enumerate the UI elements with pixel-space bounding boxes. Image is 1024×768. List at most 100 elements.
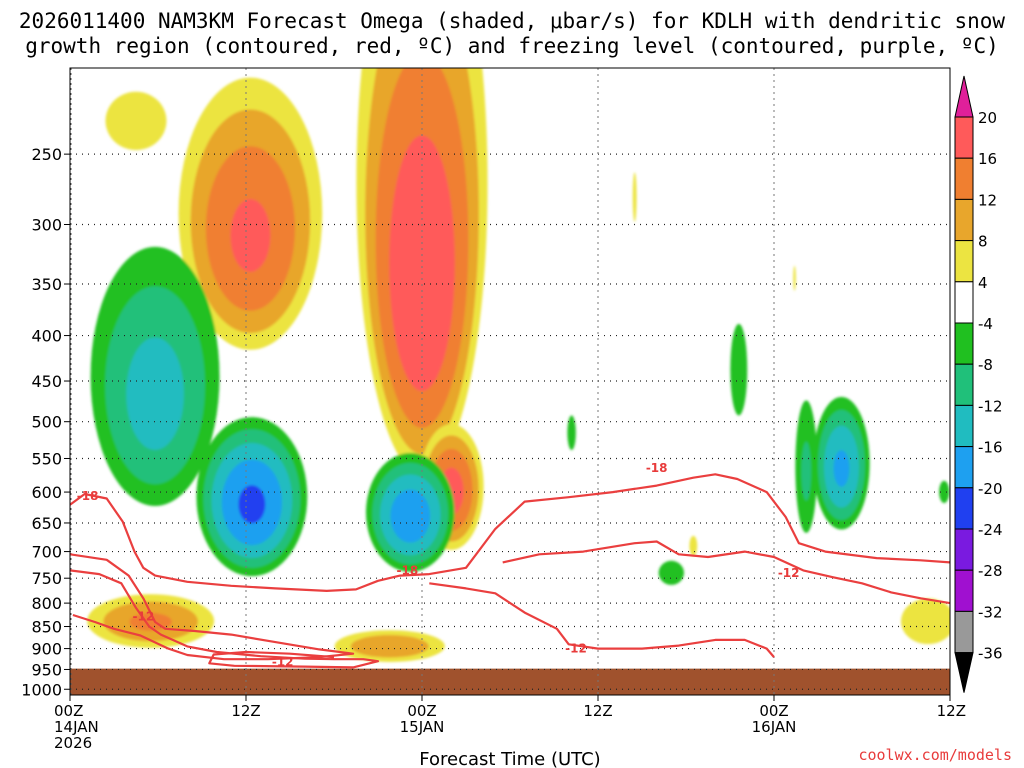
colorbar-label: -12 [978,397,1003,415]
omega-region-upper-sink-left [90,246,220,507]
omega-band [389,135,455,392]
omega-region-low-warm-3 [901,598,950,645]
omega-region-late-sink-1 [813,396,870,530]
x-tick-label: 16JAN [752,718,797,736]
omega-region-small-warm-a [632,172,637,222]
omega-band [939,480,950,504]
colorbar-label: 8 [978,233,988,251]
colorbar-box [954,240,974,283]
x-tick-label: 12Z [937,702,966,720]
colorbar-bottom-arrow [954,652,974,693]
omega-band [730,323,748,416]
x-tick-label: 00Z [54,702,83,720]
ground-below-surface [70,668,950,695]
colorbar-box [954,281,974,324]
colorbar-label: -8 [978,356,993,374]
omega-region-small-warm-c [793,265,796,291]
colorbar-label: 4 [978,274,988,292]
credit-link[interactable]: coolwx.com/models [858,746,1012,764]
colorbar-label: 12 [978,191,997,209]
y-tick-label: 950 [31,660,62,679]
omega-band [658,560,685,585]
dgz-contour-4 [502,540,950,605]
omega-region-warm-lobe-1-tail [105,91,167,150]
colorbar-box [954,157,974,200]
omega-band [390,489,431,543]
y-tick-label: 600 [31,483,62,502]
omega-band [689,535,698,556]
y-tick-label: 700 [31,543,62,562]
pressure-axis: 250 300 350 400 450 500 550 600 650 700 750 800 850 9… [21,145,70,699]
omega-band [793,265,796,291]
x-tick-label: 15JAN [400,718,445,736]
colorbar-box [954,528,974,571]
plot-grid [70,68,950,695]
colorbar-box [954,404,974,448]
colorbar-box [954,446,974,489]
colorbar-label: -32 [978,603,1003,621]
dgz-contour-label: -12 [778,566,800,580]
y-tick-label: 750 [31,569,62,588]
y-tick-label: 500 [31,413,62,432]
colorbar-label: -20 [978,480,1003,498]
omega-region-late-cell-b [658,560,685,585]
y-tick-label: 900 [31,640,62,659]
y-tick-label: 1000 [21,680,62,699]
colorbar-label: 16 [978,150,997,168]
colorbar-box [954,322,974,365]
colorbar-box [954,363,974,406]
omega-band [632,172,637,222]
colorbar-label: -28 [978,562,1003,580]
omega-region-warm-lobe-1 [178,77,323,350]
y-tick-label: 250 [31,145,62,164]
dgz-contour-label: -12 [132,609,154,623]
chart-title-line-2: growth region (contoured, red, ºC) and f… [25,34,999,58]
y-tick-label: 400 [31,327,62,346]
colorbar-box [954,487,974,530]
dgz-contours: -18 -12 -12 -12 -18 -18 -12 [70,461,950,669]
y-tick-label: 450 [31,372,62,391]
dgz-contour-label: -18 [396,563,418,577]
colorbar-box [954,198,974,242]
dgz-contour-0 [70,473,950,593]
colorbar-label: 20 [978,109,997,127]
omega-shaded-field [87,68,950,662]
omega-region-low-warm-2 [334,630,445,662]
y-tick-label: 850 [31,618,62,637]
x-tick-label: 00Z [407,702,436,720]
colorbar-box [954,569,974,612]
y-tick-label: 300 [31,216,62,235]
colorbar-top-arrow [954,75,974,118]
y-tick-label: 550 [31,449,62,468]
colorbar: 20 16 12 8 4 -4 -8 -12 -16 -20 -24 -28 -32 -36 [954,75,1003,693]
omega-band [350,635,429,658]
omega-region-late-sink-2 [795,400,818,533]
colorbar-label: -4 [978,315,993,333]
omega-band [238,485,266,524]
colorbar-label: -16 [978,439,1003,457]
x-tick-label: 2026 [54,734,92,752]
omega-region-small-warm-b [689,535,698,556]
chart-title-line-1: 2026011400 NAM3KM Forecast Omega (shaded… [19,9,1006,33]
x-tick-label: 12Z [583,702,612,720]
omega-region-mid-sink-1 [196,417,308,577]
colorbar-label: -36 [978,645,1003,663]
x-axis-label: Forecast Time (UTC) [419,749,600,768]
dgz-contour-2 [70,569,380,669]
omega-band [801,441,812,501]
y-tick-label: 350 [31,275,62,294]
x-tick-label: 14JAN [54,718,99,736]
dgz-contour-label: -18 [77,489,99,503]
colorbar-label: -24 [978,521,1003,539]
dgz-contour-label: -12 [565,642,587,656]
colorbar-box [954,610,974,654]
omega-band [126,337,184,450]
dgz-contour-label: -18 [646,461,668,475]
y-tick-label: 800 [31,594,62,613]
omega-band [230,199,271,272]
omega-region-late-cell-a [730,323,748,416]
dgz-contour-label: -12 [272,655,294,669]
omega-region-mid-sink-2 [365,453,455,572]
dgz-contour-3 [429,582,775,658]
